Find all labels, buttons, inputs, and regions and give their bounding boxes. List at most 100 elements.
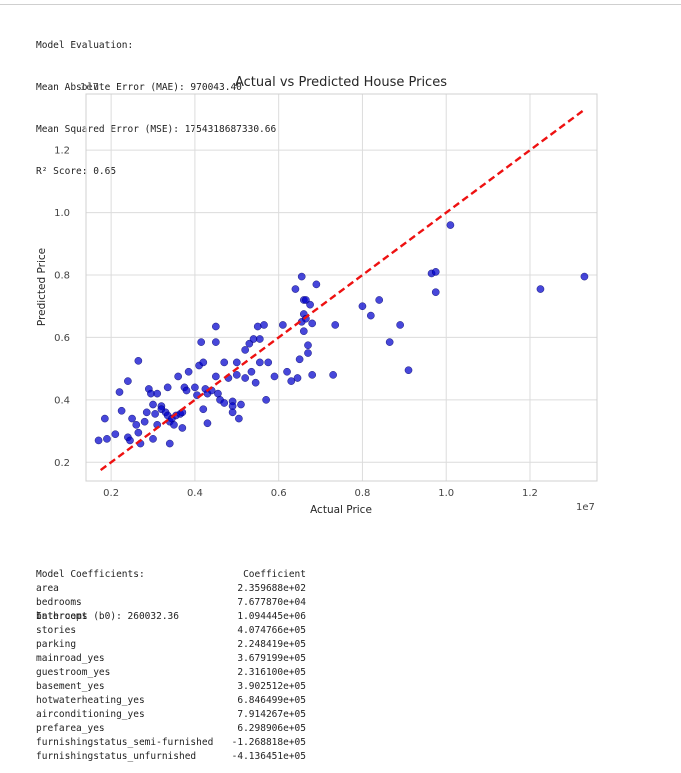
data-point xyxy=(199,405,208,414)
coefficient-value: 6.846499e+05 xyxy=(237,695,306,706)
data-point xyxy=(312,280,321,289)
coefficient-row: furnishingstatus_unfurnished -4.136451e+0… xyxy=(36,750,306,764)
coefficient-row: guestroom_yes 2.316100e+05 xyxy=(36,666,306,680)
intercept-line: Intercept (b0): 260032.36 xyxy=(36,611,179,622)
data-point xyxy=(165,439,174,448)
coefficient-row: stories 4.074766e+05 xyxy=(36,624,306,638)
data-point xyxy=(191,383,199,392)
data-point xyxy=(247,367,256,376)
chart-title: Actual vs Predicted House Prices xyxy=(235,75,447,90)
coefficient-row: parking 2.248419e+05 xyxy=(36,638,306,652)
coefficient-name: stories xyxy=(36,625,77,636)
coefficient-name: guestroom_yes xyxy=(36,667,111,678)
data-point xyxy=(396,321,404,329)
data-point xyxy=(220,399,229,407)
data-point xyxy=(111,430,120,438)
data-point xyxy=(101,414,109,423)
data-point xyxy=(199,358,208,367)
y-tick-label: 0.6 xyxy=(54,333,70,344)
coefficient-row: hotwaterheating_yes 6.846499e+05 xyxy=(36,694,306,708)
data-point xyxy=(241,346,249,354)
data-point xyxy=(262,396,270,404)
data-point xyxy=(134,428,143,437)
mse-line: Mean Squared Error (MSE): 1754318687330.… xyxy=(36,124,277,135)
coefficient-name: furnishingstatus_unfurnished xyxy=(36,751,197,762)
y-tick-label: 1.2 xyxy=(54,146,70,157)
coefficient-row: airconditioning_yes 7.914267e+05 xyxy=(36,708,306,722)
data-point xyxy=(251,378,260,387)
data-point xyxy=(279,321,287,329)
coefficient-row: bedrooms 7.677870e+04 xyxy=(36,596,306,610)
data-point xyxy=(163,383,172,392)
x-offset-label: 1e7 xyxy=(576,502,595,513)
y-axis-label: Predicted Price xyxy=(36,248,48,326)
data-point xyxy=(256,335,264,343)
data-point xyxy=(237,400,245,409)
data-point xyxy=(128,414,136,423)
data-point xyxy=(115,388,124,396)
coefficient-value: 6.298906e+05 xyxy=(237,723,306,734)
coefficient-value: 2.359688e+02 xyxy=(237,583,306,594)
data-point xyxy=(404,366,413,375)
coefficient-row: bathrooms 1.094445e+06 xyxy=(36,610,306,624)
coefficient-row: basement_yes 3.902512e+05 xyxy=(36,680,306,694)
y-tick-label: 0.8 xyxy=(54,271,70,282)
model-evaluation-output: Model Evaluation: Mean Absolute Error (M… xyxy=(36,11,276,193)
coefficient-value: 2.248419e+05 xyxy=(237,639,306,650)
data-point xyxy=(170,421,178,429)
data-point xyxy=(385,338,394,346)
data-point xyxy=(300,327,308,335)
scatter-chart: 0.2 0.4 0.6 0.8 1.0 1.2 0.2 0.4 0.6 0.8 1.0 1.2 Act… xyxy=(36,75,598,516)
coefficients-heading: Model Coefficients: xyxy=(36,569,145,580)
data-point xyxy=(220,358,229,367)
data-point xyxy=(270,372,279,381)
data-point xyxy=(103,435,111,443)
data-point xyxy=(375,296,383,304)
r2-line: R² Score: 0.65 xyxy=(36,166,117,177)
data-point xyxy=(174,372,182,381)
data-point xyxy=(235,414,243,423)
data-point xyxy=(149,435,157,443)
data-point xyxy=(536,285,545,293)
data-point xyxy=(256,358,264,367)
top-divider xyxy=(0,4,681,5)
coefficient-name: parking xyxy=(36,639,77,650)
data-point xyxy=(260,321,268,329)
data-point xyxy=(329,371,337,379)
x-tick-label: 0.2 xyxy=(103,488,119,499)
data-point xyxy=(132,421,141,429)
coefficient-value: 2.316100e+05 xyxy=(237,667,306,678)
data-point xyxy=(253,322,262,331)
coefficient-row: mainroad_yes 3.679199e+05 xyxy=(36,652,306,666)
mae-line: Mean Absolute Error (MAE): 970043.40 xyxy=(36,82,242,93)
data-point xyxy=(151,410,159,418)
coefficient-name: furnishingstatus_semi-furnished xyxy=(36,737,214,748)
x-tick-label: 0.4 xyxy=(187,488,203,499)
data-point xyxy=(293,374,302,382)
evaluation-heading: Model Evaluation: xyxy=(36,40,134,51)
data-point xyxy=(431,288,440,296)
coefficient-value: -1.268818e+05 xyxy=(231,737,306,748)
coefficient-name: airconditioning_yes xyxy=(36,709,145,720)
data-point xyxy=(308,371,316,379)
grid-lines xyxy=(86,94,597,481)
coefficient-name: hotwaterheating_yes xyxy=(36,695,145,706)
data-point xyxy=(308,319,316,328)
data-point xyxy=(291,285,300,293)
data-point xyxy=(228,408,237,417)
data-point xyxy=(212,338,220,346)
data-point xyxy=(304,341,312,350)
y-tick-label: 1.0 xyxy=(54,208,70,219)
data-point xyxy=(126,436,134,445)
data-point xyxy=(212,372,220,381)
data-point xyxy=(140,417,149,426)
coefficient-name: basement_yes xyxy=(36,681,105,692)
data-point xyxy=(134,357,143,365)
coefficient-value: 3.902512e+05 xyxy=(237,681,306,692)
data-point xyxy=(306,300,314,309)
x-tick-label: 0.8 xyxy=(354,488,370,499)
plot-frame xyxy=(85,93,598,482)
data-point xyxy=(94,436,103,445)
model-coefficients-output: Model Coefficients: Intercept (b0): 2600… xyxy=(36,540,179,638)
data-point xyxy=(232,358,241,367)
